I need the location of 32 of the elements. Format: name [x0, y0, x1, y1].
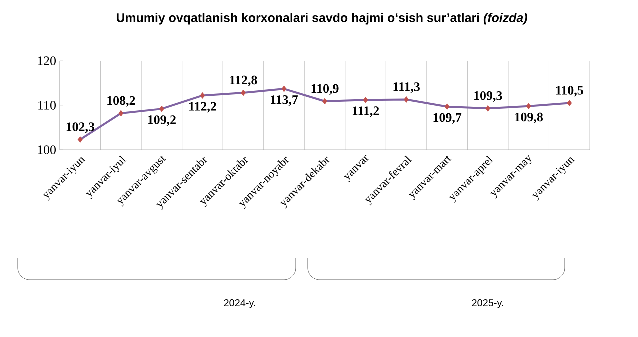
data-label: 112,8	[230, 76, 258, 87]
point	[118, 110, 124, 117]
point	[78, 136, 83, 143]
y-tick-label: 120	[38, 56, 56, 66]
data-label: 112,2	[190, 102, 216, 113]
data-label: 109,7	[434, 113, 462, 124]
point	[200, 92, 206, 99]
point	[526, 103, 532, 110]
data-label: 110,5	[556, 86, 584, 97]
data-label: 113,7	[271, 96, 298, 106]
point	[567, 100, 572, 106]
point	[241, 90, 246, 96]
y-tick-label: 110	[38, 101, 56, 110]
point	[486, 105, 491, 112]
text: 2024-y.	[224, 299, 256, 309]
data-label: 111,2	[352, 106, 380, 118]
data-label: 108,2	[108, 96, 136, 107]
y-tick-label: 100	[38, 146, 56, 154]
point	[322, 98, 328, 105]
data-label: 102,3	[66, 122, 95, 134]
data-label: 110,9	[312, 84, 339, 95]
data-label: 111,3	[394, 82, 420, 94]
data-label: 109,2	[148, 116, 176, 126]
point	[159, 106, 164, 112]
text: 2025-y.	[472, 299, 504, 309]
point	[282, 86, 287, 92]
point	[404, 96, 409, 103]
chart-title: Umumiy ovqatlanish korxonalari savdo hajmi o‘sish sur’atlari (foizda)	[116, 13, 528, 25]
data-label: 109,8	[515, 112, 543, 124]
point	[444, 104, 450, 110]
data-label: 109,3	[474, 91, 502, 102]
point	[363, 96, 368, 104]
